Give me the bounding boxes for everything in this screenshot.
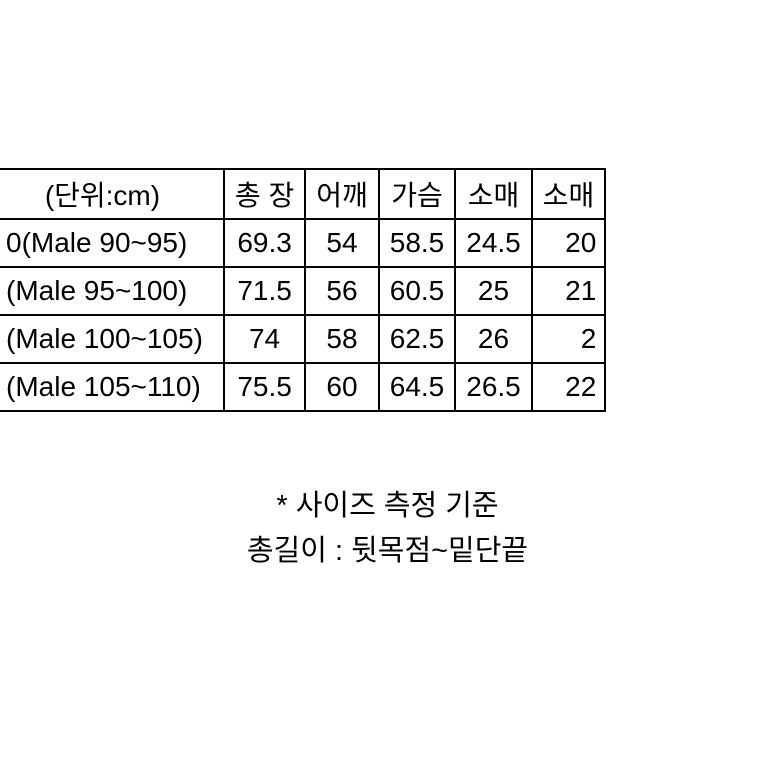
cell-value: 58.5 [379,219,456,267]
table-row: (Male 100~105) 74 58 62.5 26 2 [0,315,605,363]
size-table-container: (단위:cm) 총 장 어깨 가슴 소매 소매 0(Male 90~95) 69… [0,168,606,412]
cell-value: 56 [305,267,379,315]
cell-value: 69.3 [224,219,305,267]
size-table: (단위:cm) 총 장 어깨 가슴 소매 소매 0(Male 90~95) 69… [0,168,606,412]
row-label: (Male 105~110) [0,363,224,411]
cell-value: 54 [305,219,379,267]
header-sleeve2: 소매 [532,169,606,219]
cell-value: 25 [455,267,532,315]
header-chest: 가슴 [379,169,456,219]
cell-value: 64.5 [379,363,456,411]
cell-value: 62.5 [379,315,456,363]
header-sleeve: 소매 [455,169,532,219]
cell-value: 24.5 [455,219,532,267]
footer-measurement-detail: 총길이 : 뒷목점~밑단끝 [0,530,775,574]
cell-value: 74 [224,315,305,363]
table-row: (Male 105~110) 75.5 60 64.5 26.5 22 [0,363,605,411]
table-row: (Male 95~100) 71.5 56 60.5 25 21 [0,267,605,315]
header-total-length: 총 장 [224,169,305,219]
table-header-row: (단위:cm) 총 장 어깨 가슴 소매 소매 [0,169,605,219]
row-label: (Male 95~100) [0,267,224,315]
row-label: 0(Male 90~95) [0,219,224,267]
cell-value: 21 [532,267,606,315]
header-shoulder: 어깨 [305,169,379,219]
cell-value: 22 [532,363,606,411]
cell-value: 75.5 [224,363,305,411]
row-label: (Male 100~105) [0,315,224,363]
table-row: 0(Male 90~95) 69.3 54 58.5 24.5 20 [0,219,605,267]
cell-value: 60.5 [379,267,456,315]
cell-value: 71.5 [224,267,305,315]
footer-measurement-title: * 사이즈 측정 기준 [0,485,775,529]
cell-value: 26.5 [455,363,532,411]
cell-value: 20 [532,219,606,267]
cell-value: 60 [305,363,379,411]
cell-value: 2 [532,315,606,363]
cell-value: 58 [305,315,379,363]
cell-value: 26 [455,315,532,363]
header-unit: (단위:cm) [0,169,224,219]
